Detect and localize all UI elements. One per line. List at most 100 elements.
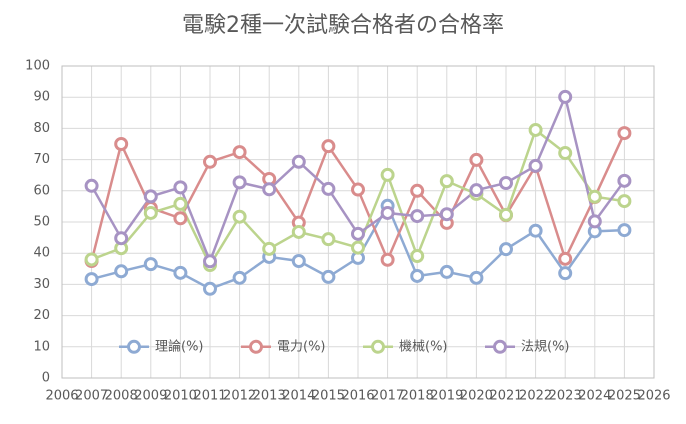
data-point [528,223,543,238]
y-tick-label: 40 [33,246,50,261]
x-tick-label: 2026 [637,389,670,404]
data-point [351,226,365,241]
y-tick-label: 10 [33,339,50,354]
data-point [84,252,99,267]
x-tick-label: 2019 [430,389,463,404]
data-point [173,196,188,211]
x-tick-label: 2020 [460,389,493,404]
y-tick-label: 90 [33,90,50,105]
data-point [617,173,632,188]
data-point [587,214,602,229]
data-point [143,189,158,204]
data-point [173,180,188,195]
data-point [173,265,188,280]
data-point [617,126,632,141]
data-point [321,232,336,247]
data-point [558,266,573,281]
data-point [499,242,513,257]
data-point [439,174,454,189]
x-tick-label: 2024 [578,389,611,404]
x-tick-label: 2009 [134,389,167,404]
y-tick-label: 50 [33,215,50,230]
data-point [291,154,306,169]
data-point [528,122,543,137]
legend-marker [249,339,263,354]
data-point [439,207,454,222]
data-point [291,224,306,239]
data-point [143,257,158,272]
data-point [173,211,188,226]
x-tick-label: 2022 [519,389,552,404]
data-point [587,189,602,204]
y-tick-label: 30 [33,277,50,292]
data-point [617,194,632,209]
data-point [558,89,573,104]
x-tick-label: 2016 [341,389,374,404]
x-tick-label: 2025 [608,389,641,404]
data-point [410,183,425,198]
legend: 理論(%) 電力(%) 機械(%) 法規(%) [119,338,570,354]
legend-marker [493,339,507,354]
x-tick-label: 2010 [164,389,197,404]
legend-marker [371,339,385,354]
data-point [558,251,573,266]
data-point [114,264,129,279]
x-tick-label: 2006 [45,389,78,404]
y-tick-label: 0 [42,371,50,386]
plot-border [61,65,655,379]
data-point [143,205,158,220]
y-tick-label: 70 [33,152,50,167]
chart-title: 電験2種一次試験合格者の合格率 [182,13,504,38]
data-point [84,178,99,193]
x-tick-label: 2015 [312,389,345,404]
data-point [321,181,336,196]
data-point [380,167,395,182]
data-point [617,223,632,238]
data-point [499,207,513,222]
data-point [439,264,454,279]
data-point [114,137,129,151]
data-point [291,254,306,268]
data-point [203,154,217,169]
x-tick-label: 2023 [549,389,582,404]
data-point [380,205,395,220]
data-point [410,268,425,283]
x-tick-label: 2007 [75,389,108,404]
legend-label: 理論(%) [155,338,204,354]
y-tick-label: 60 [33,183,50,198]
data-point [321,269,336,284]
data-point [262,182,277,197]
x-tick-label: 2017 [371,389,404,404]
data-point [558,146,573,161]
legend-label: 機械(%) [399,339,448,354]
x-tick-label: 2012 [223,389,256,404]
y-tick-label: 100 [25,59,50,74]
data-point [84,272,99,287]
data-point [380,252,395,267]
y-tick-label: 20 [33,308,50,323]
data-point [232,145,247,160]
legend-label: 法規(%) [521,339,570,354]
legend-label: 電力(%) [277,339,326,354]
data-point [499,176,513,190]
data-point [203,281,217,296]
data-point [232,175,247,190]
data-point [262,241,277,256]
data-point [232,270,247,285]
x-tick-label: 2011 [193,389,226,404]
data-point [351,240,365,255]
x-tick-label: 2014 [282,389,315,404]
x-tick-label: 2018 [401,389,434,404]
data-point [469,270,484,285]
data-point [351,182,365,197]
data-point [528,158,543,173]
x-tick-label: 2013 [253,389,286,404]
data-point [203,254,217,269]
data-point [114,231,129,246]
legend-marker [127,339,141,354]
data-point [232,209,247,224]
y-tick-label: 80 [33,121,50,136]
x-tick-label: 2021 [489,389,522,404]
data-point [321,139,336,154]
